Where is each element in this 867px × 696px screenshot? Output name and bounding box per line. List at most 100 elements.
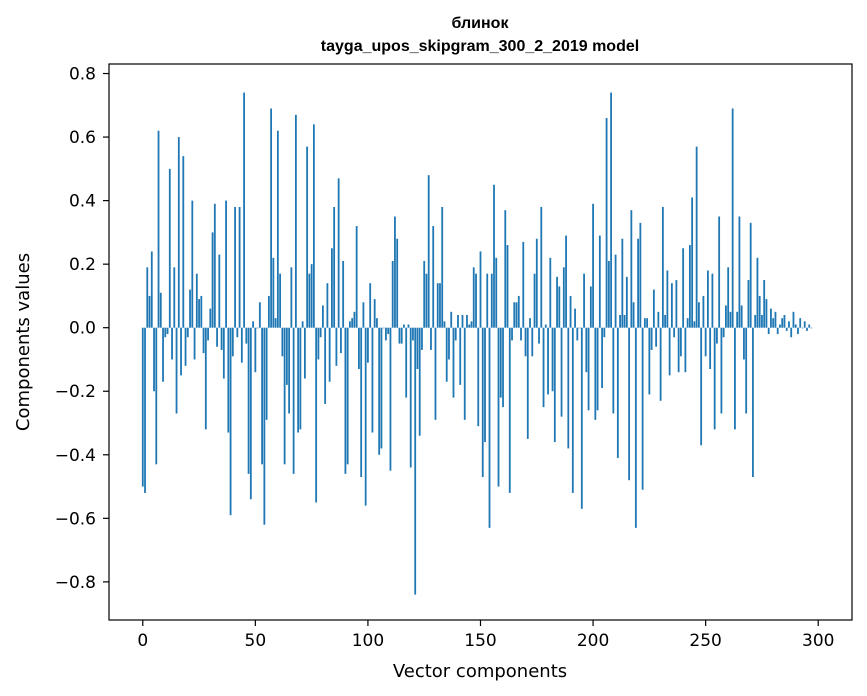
bar-229 <box>657 311 660 328</box>
bar-235 <box>670 283 673 328</box>
bar-264 <box>736 311 739 328</box>
bar-259 <box>725 305 727 328</box>
bar-272 <box>754 314 757 328</box>
bar-256 <box>718 216 721 328</box>
bar-153 <box>486 273 489 328</box>
bar-279 <box>770 308 772 328</box>
bar-194 <box>578 327 581 329</box>
bar-74 <box>308 273 311 328</box>
bar-135 <box>445 327 448 382</box>
bar-219 <box>634 327 637 528</box>
bar-22 <box>191 200 194 328</box>
bar-2 <box>146 267 149 328</box>
bar-73 <box>306 146 309 328</box>
bar-142 <box>461 314 464 328</box>
bar-249 <box>702 295 705 328</box>
bar-275 <box>761 314 763 328</box>
bar-69 <box>297 327 300 433</box>
bar-19 <box>184 327 187 366</box>
bar-280 <box>772 318 775 328</box>
bar-137 <box>450 311 453 328</box>
bar-191 <box>571 327 574 493</box>
bar-34 <box>218 254 221 328</box>
bar-269 <box>747 280 750 328</box>
bar-174 <box>533 273 536 328</box>
bar-60 <box>276 130 279 328</box>
bar-120 <box>412 327 414 341</box>
bar-101 <box>369 283 372 328</box>
bar-243 <box>688 245 691 328</box>
bar-125 <box>423 260 426 328</box>
bar-43 <box>238 206 241 328</box>
bar-181 <box>549 257 552 328</box>
bar-133 <box>441 206 444 328</box>
chart-subtitle: tayga_upos_skipgram_300_2_2019 model <box>321 38 639 55</box>
bar-150 <box>479 251 482 328</box>
bar-248 <box>700 327 703 446</box>
x-tick-label: 150 <box>464 631 496 651</box>
bar-250 <box>704 327 707 357</box>
bar-267 <box>743 327 745 360</box>
bar-44 <box>240 327 243 363</box>
bar-266 <box>740 305 743 328</box>
bar-251 <box>707 270 709 328</box>
bar-95 <box>355 226 358 328</box>
bar-32 <box>213 203 216 328</box>
bar-136 <box>448 327 450 360</box>
bar-253 <box>711 273 714 328</box>
bar-7 <box>157 130 160 328</box>
bar-157 <box>495 257 498 328</box>
bar-216 <box>628 327 630 481</box>
bar-131 <box>436 283 439 328</box>
bar-26 <box>200 295 203 328</box>
bar-49 <box>252 321 254 328</box>
bar-255 <box>716 327 718 344</box>
bar-154 <box>488 327 491 528</box>
bar-209 <box>612 327 615 414</box>
bar-265 <box>738 216 741 328</box>
bar-9 <box>162 327 164 382</box>
bar-17 <box>180 327 182 376</box>
bar-53 <box>261 327 263 465</box>
bar-214 <box>623 314 626 328</box>
bar-161 <box>504 210 507 328</box>
bar-202 <box>596 327 599 411</box>
bar-189 <box>567 327 570 449</box>
bar-292 <box>799 318 802 328</box>
bar-206 <box>605 118 608 328</box>
bar-126 <box>425 273 428 328</box>
bar-196 <box>583 273 585 328</box>
bar-287 <box>788 321 790 328</box>
bar-176 <box>538 327 540 344</box>
bar-226 <box>650 327 653 350</box>
bar-40 <box>231 327 234 357</box>
bar-201 <box>594 327 597 420</box>
bar-218 <box>632 302 635 328</box>
bar-30 <box>209 308 212 328</box>
bar-35 <box>220 327 223 350</box>
bar-230 <box>659 327 662 401</box>
x-tick-label: 100 <box>352 631 384 651</box>
bar-199 <box>589 286 592 328</box>
bar-239 <box>679 327 682 357</box>
bar-254 <box>713 327 716 430</box>
bar-11 <box>166 327 169 335</box>
bar-260 <box>727 267 730 328</box>
bar-293 <box>801 327 804 329</box>
bar-33 <box>216 327 218 347</box>
bar-1 <box>144 327 146 493</box>
bar-198 <box>587 327 590 411</box>
bar-183 <box>553 327 556 443</box>
bar-221 <box>639 222 642 328</box>
bar-231 <box>661 206 664 328</box>
bar-56 <box>267 295 270 328</box>
bar-158 <box>497 327 500 487</box>
bar-50 <box>254 327 257 373</box>
bar-144 <box>466 314 468 328</box>
bar-134 <box>443 321 446 328</box>
bar-187 <box>562 267 565 328</box>
bar-172 <box>529 318 531 328</box>
bar-118 <box>407 324 410 328</box>
y-tick-label: −0.6 <box>55 509 96 529</box>
